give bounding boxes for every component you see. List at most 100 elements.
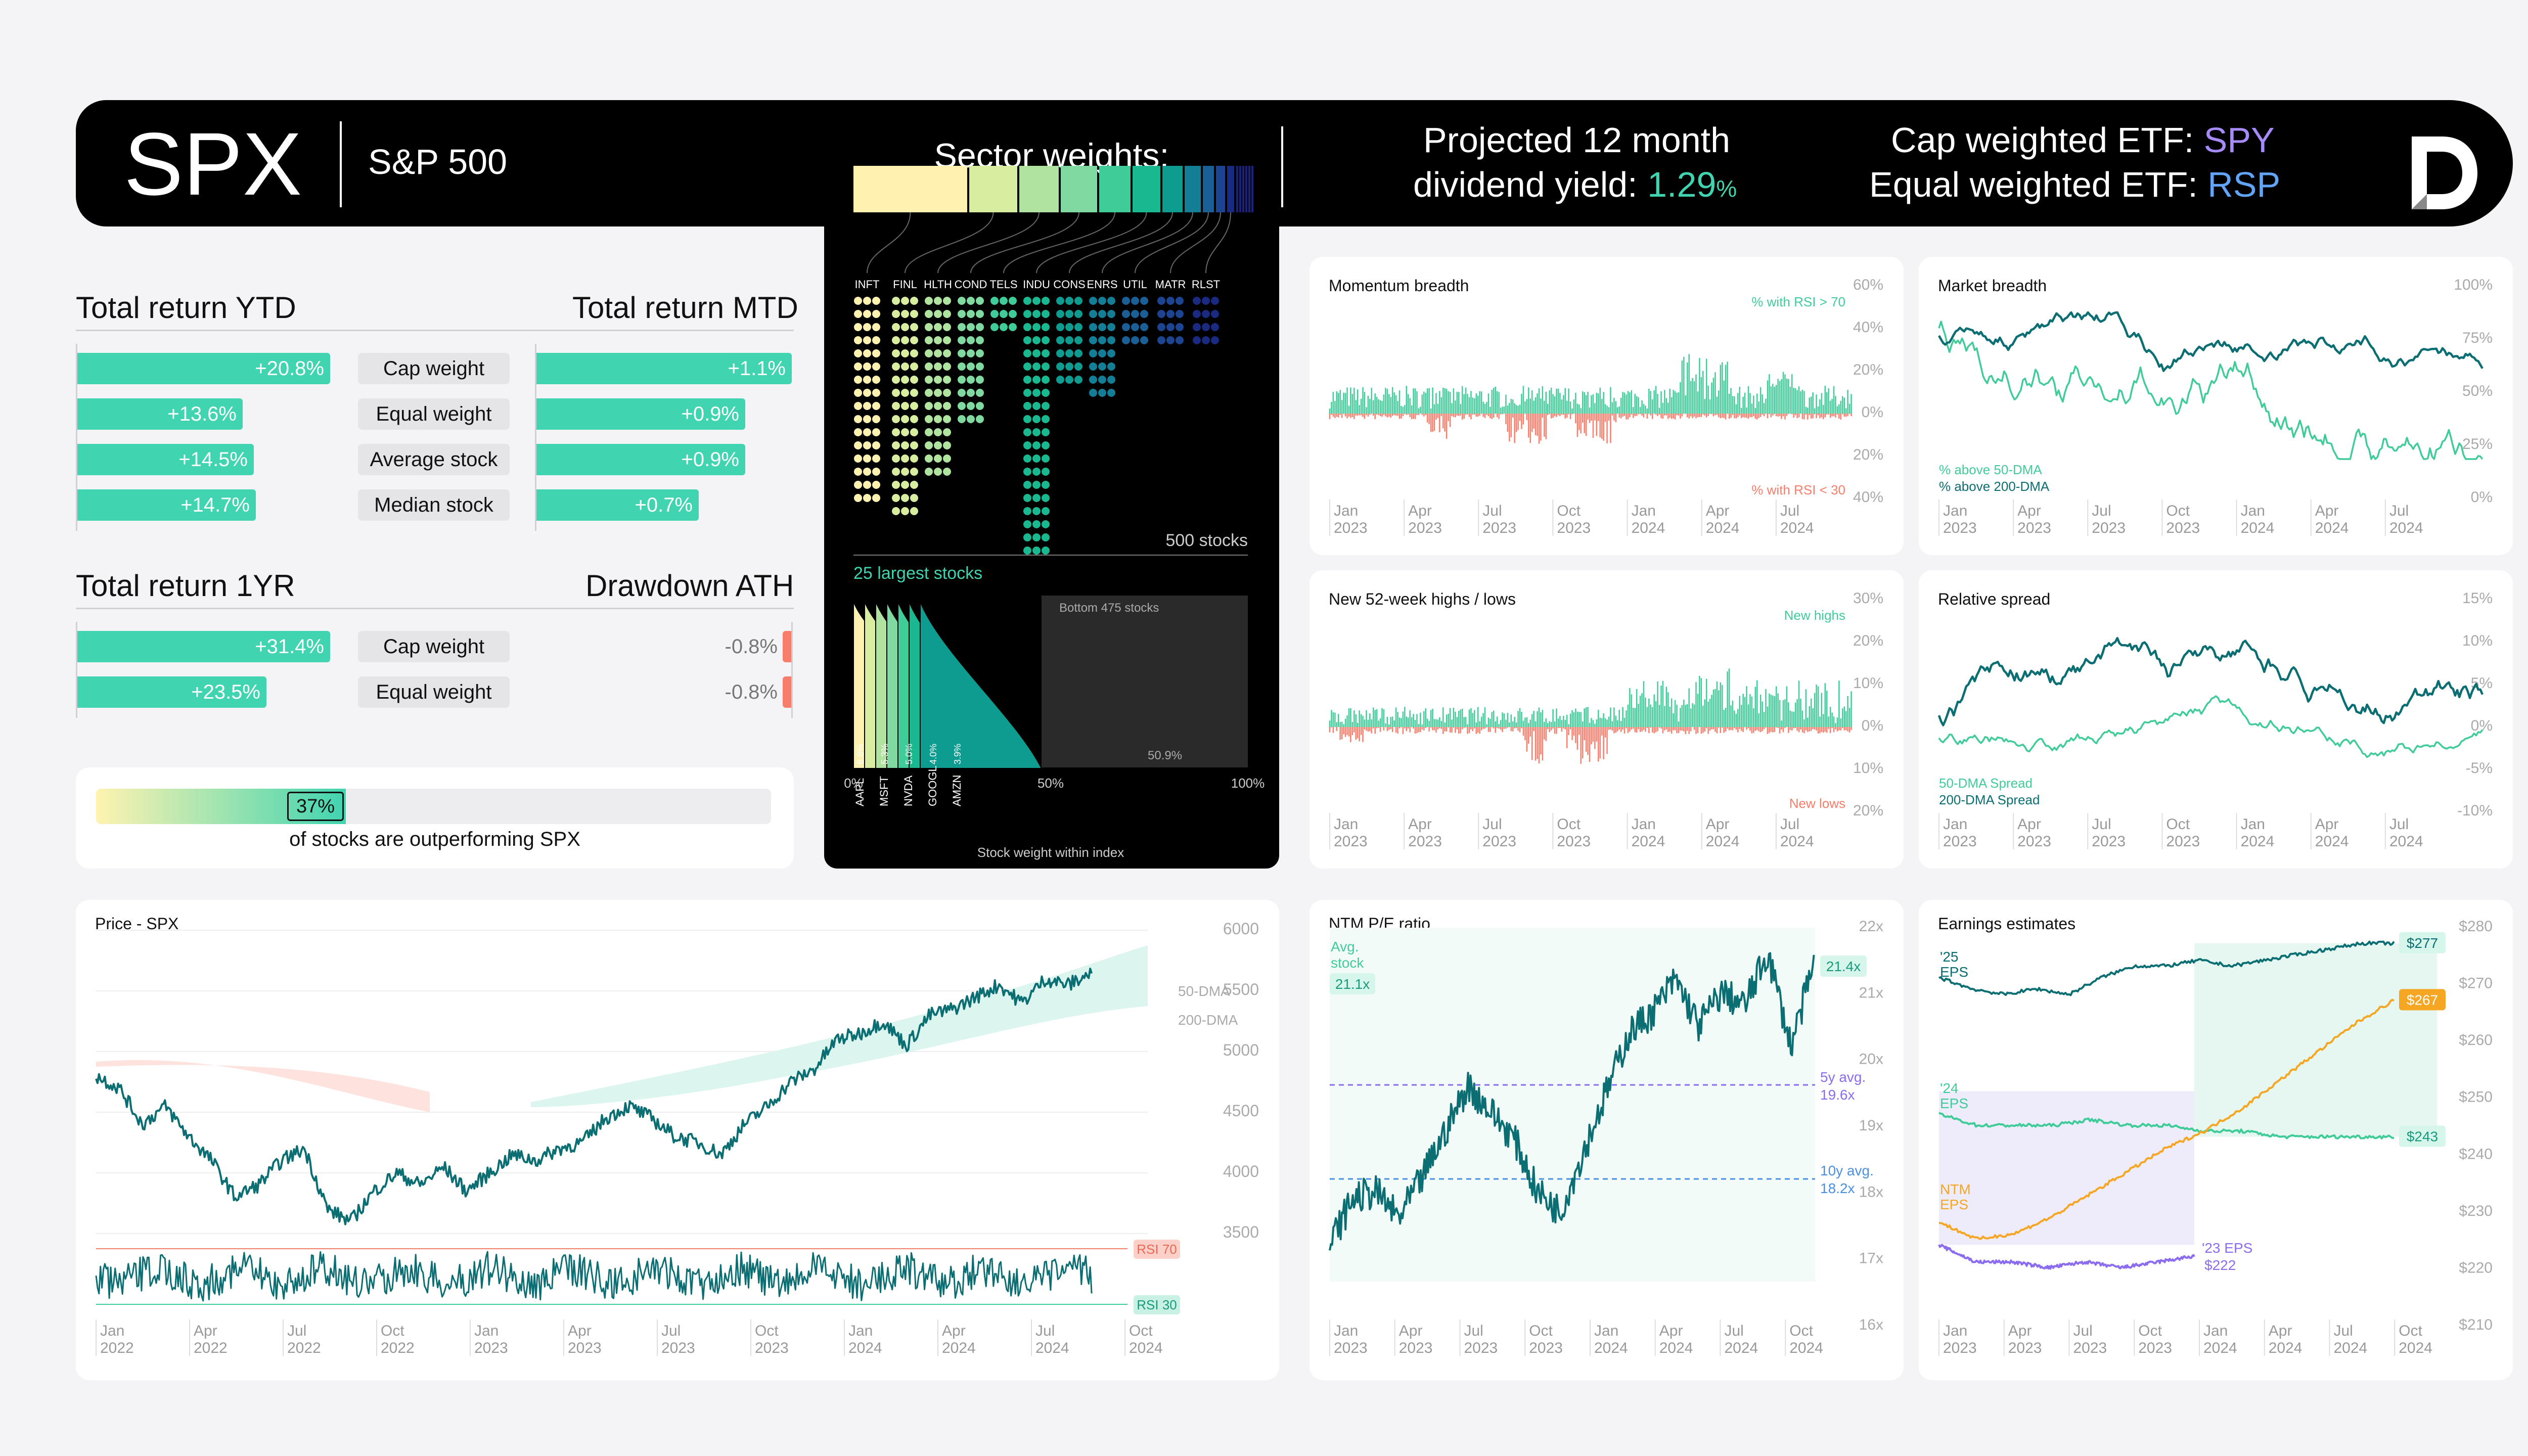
- eps-shading-2024: [2194, 943, 2437, 1137]
- y-tick-label: 5000: [1223, 1041, 1259, 1059]
- sector-weight-block: [1185, 166, 1201, 212]
- dd-bar: [783, 676, 791, 708]
- stock-dot: [892, 441, 900, 449]
- mtd-bar: +0.9%: [536, 398, 745, 430]
- sector-axis-tick: 50%: [1037, 776, 1064, 791]
- y-tick-label: 18x: [1859, 1184, 1883, 1200]
- x-tick-label: 2023: [1482, 520, 1516, 536]
- stock-dot: [872, 349, 880, 357]
- stock-dot: [892, 389, 900, 397]
- dma-label: 50-DMA: [1178, 983, 1230, 999]
- stock-ticker-label: AMZN: [951, 775, 963, 806]
- series-label: % with RSI > 70: [1751, 294, 1845, 309]
- stock-dot: [1042, 428, 1050, 436]
- dividend-label-1: Projected 12 month: [1423, 120, 1731, 160]
- stock-dot: [1042, 323, 1050, 331]
- stock-dot: [863, 389, 871, 397]
- stock-dot: [863, 376, 871, 384]
- stock-dot: [901, 507, 909, 515]
- x-tick-label: Apr: [1408, 816, 1432, 833]
- stock-dot: [967, 310, 975, 318]
- bottom-pct-label: 50.9%: [1148, 749, 1182, 762]
- market-chart: Market breadth 100% 75% 50% 25% 0% % above 50-…: [1938, 277, 2493, 536]
- x-tick-label: 2024: [1780, 520, 1814, 536]
- stock-dot: [1032, 533, 1041, 541]
- stock-dot: [863, 402, 871, 410]
- x-tick-label: 2022: [381, 1340, 415, 1356]
- stock-dot: [1023, 362, 1031, 371]
- stock-dot: [1056, 323, 1064, 331]
- x-tick-label: 2023: [474, 1340, 508, 1356]
- stock-dot: [925, 349, 933, 357]
- stock-dot: [925, 362, 933, 371]
- stock-dot: [1131, 297, 1139, 305]
- stock-dot: [1032, 494, 1041, 502]
- x-tick-label: Apr: [194, 1323, 217, 1339]
- stock-dot: [892, 297, 900, 305]
- stock-dot: [976, 336, 984, 344]
- x-tick-label: Jan: [1943, 816, 1967, 833]
- stock-dot: [958, 415, 966, 423]
- x-tick-label: 2023: [1334, 1340, 1368, 1356]
- stock-dot: [1056, 310, 1064, 318]
- x-tick-label: Apr: [1706, 816, 1730, 833]
- stock-dot: [1032, 297, 1041, 305]
- x-tick-label: Oct: [755, 1323, 779, 1339]
- stock-dot: [863, 415, 871, 423]
- stock-dot: [925, 389, 933, 397]
- rsi30-label: RSI 30: [1137, 1297, 1177, 1312]
- x-tick-label: Oct: [1557, 503, 1581, 519]
- stock-dot: [892, 402, 900, 410]
- stock-dot: [1140, 336, 1148, 344]
- x-tick-label: 2024: [2389, 833, 2423, 850]
- spread-chart: Relative spread 15%10%5%0%-5%-10%50-DMA S…: [1937, 590, 2493, 850]
- ntm-eps-label: NTM: [1940, 1181, 1971, 1197]
- stock-dot: [872, 323, 880, 331]
- y-tick-label: 3500: [1223, 1223, 1259, 1241]
- avg-stock-label: Avg.: [1331, 939, 1359, 954]
- stock-dot: [892, 362, 900, 371]
- sector-connector: [1003, 212, 1115, 274]
- stock-dot: [892, 310, 900, 318]
- stock-dot: [934, 415, 942, 423]
- eq-etf-value[interactable]: RSP: [2207, 165, 2281, 204]
- y-tick-label: 4500: [1223, 1102, 1259, 1120]
- stock-dot: [901, 336, 909, 344]
- x-tick-label: 2024: [1594, 1340, 1628, 1356]
- ytd-bar: +13.6%: [77, 398, 243, 430]
- legend-label: 50-DMA Spread: [1939, 776, 2033, 791]
- sector-label: ENRS: [1087, 278, 1117, 291]
- chart-title: Earnings estimates: [1938, 915, 2075, 933]
- x-tick-label: 2023: [1943, 1340, 1977, 1356]
- x-tick-label: Apr: [2017, 816, 2041, 833]
- current-pe-value: 21.4x: [1826, 959, 1861, 974]
- stock-dot: [1042, 533, 1050, 541]
- x-tick-label: Jul: [1725, 1323, 1744, 1339]
- mtd-bar-value: +0.9%: [681, 448, 739, 471]
- chart-title: New 52-week highs / lows: [1329, 590, 1516, 608]
- x-tick-label: 2023: [1408, 833, 1442, 850]
- x-tick-label: 2022: [287, 1340, 321, 1356]
- stock-dot: [1107, 310, 1115, 318]
- stock-dot: [1140, 297, 1148, 305]
- stock-dot: [1131, 336, 1139, 344]
- stock-dot: [1166, 336, 1175, 344]
- stock-dot: [1098, 376, 1106, 384]
- sector-label: CONS: [1053, 278, 1086, 291]
- x-tick-label: Jul: [1035, 1323, 1055, 1339]
- stock-dot: [1042, 415, 1050, 423]
- stock-dot: [1023, 349, 1031, 357]
- x-tick-label: Oct: [2166, 503, 2190, 519]
- stock-dot: [1107, 376, 1115, 384]
- stock-dot: [934, 297, 942, 305]
- stock-dot: [934, 441, 942, 449]
- stock-dot: [1042, 468, 1050, 476]
- stock-dot: [1211, 336, 1219, 344]
- stock-dot: [1056, 336, 1064, 344]
- cap-etf-value[interactable]: SPY: [2203, 120, 2275, 160]
- yr-bar: +23.5%: [77, 676, 266, 708]
- stock-dot: [1023, 415, 1031, 423]
- x-tick-label: 2023: [2008, 1340, 2042, 1356]
- chart-title: Market breadth: [1938, 277, 2047, 295]
- stock-dot: [872, 481, 880, 489]
